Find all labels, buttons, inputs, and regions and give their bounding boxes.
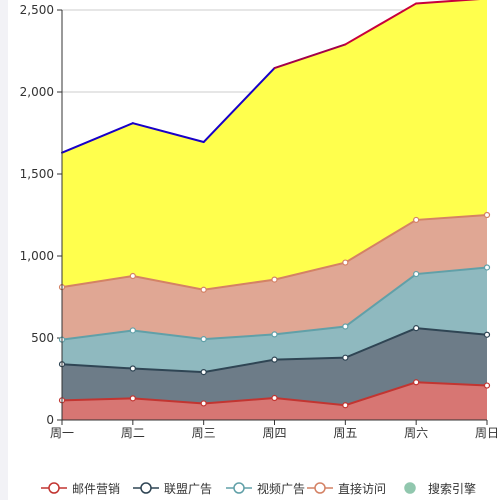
legend-label: 视频广告 bbox=[257, 481, 306, 496]
x-tick-label: 周六 bbox=[404, 426, 428, 440]
data-point bbox=[342, 354, 349, 361]
legend-label: 联盟广告 bbox=[164, 481, 213, 496]
legend-item[interactable]: 联盟广告 bbox=[132, 480, 212, 496]
series-line-segment bbox=[415, 0, 481, 5]
data-point bbox=[271, 331, 278, 338]
series-area bbox=[62, 0, 487, 290]
chart-legend: 邮件营销 联盟广告 视频广告 直接访问 搜索引擎 bbox=[0, 480, 500, 498]
data-point bbox=[483, 211, 491, 219]
x-tick-label: 周日 bbox=[475, 426, 499, 440]
series-line-segment bbox=[273, 43, 347, 70]
data-point bbox=[129, 395, 136, 402]
x-tick-label: 周二 bbox=[121, 426, 145, 440]
left-edge-bar bbox=[0, 0, 8, 500]
y-tick-label: 2,000 bbox=[20, 85, 54, 99]
data-point bbox=[129, 365, 136, 372]
legend-label: 直接访问 bbox=[338, 481, 387, 496]
legend-marker-icon bbox=[226, 482, 252, 494]
data-point bbox=[200, 336, 207, 343]
data-point bbox=[200, 369, 207, 376]
data-point bbox=[413, 216, 420, 224]
data-point bbox=[413, 325, 420, 332]
legend-item[interactable]: 视频广告 bbox=[225, 480, 305, 496]
x-tick-label: 周一 bbox=[50, 426, 74, 440]
data-point bbox=[271, 356, 278, 363]
legend-item[interactable]: 直接访问 bbox=[306, 480, 386, 496]
data-point bbox=[271, 394, 278, 402]
data-point bbox=[200, 400, 207, 407]
series-line-segment bbox=[344, 2, 418, 46]
legend-marker-icon bbox=[133, 482, 159, 494]
data-point bbox=[342, 259, 349, 266]
series-area bbox=[62, 382, 487, 420]
data-point bbox=[483, 331, 491, 338]
y-tick-label: 2,500 bbox=[20, 3, 54, 17]
legend-item[interactable]: 邮件营销 bbox=[40, 480, 120, 496]
data-point bbox=[200, 286, 207, 293]
series-line-segment bbox=[61, 122, 134, 154]
series-area bbox=[62, 328, 487, 406]
series-line-segment bbox=[131, 122, 205, 144]
data-point bbox=[483, 264, 491, 271]
y-tick-label: 1,500 bbox=[20, 167, 54, 181]
data-point bbox=[271, 276, 278, 283]
x-tick-label: 周四 bbox=[262, 426, 286, 440]
series-line-segment bbox=[202, 67, 276, 144]
data-point bbox=[129, 272, 136, 280]
legend-marker-icon bbox=[41, 482, 67, 494]
data-point bbox=[483, 382, 491, 389]
data-point bbox=[129, 327, 136, 334]
y-tick-label: 500 bbox=[31, 331, 54, 345]
data-point bbox=[413, 379, 420, 386]
data-point bbox=[413, 270, 420, 278]
legend-item[interactable]: 搜索引擎 bbox=[396, 480, 476, 496]
x-tick-label: 周三 bbox=[192, 426, 216, 440]
data-point bbox=[342, 402, 349, 409]
data-point bbox=[342, 323, 349, 330]
y-tick-label: 1,000 bbox=[20, 249, 54, 263]
series-area bbox=[62, 215, 487, 340]
legend-label: 搜索引擎 bbox=[428, 481, 477, 496]
legend-label: 邮件营销 bbox=[72, 481, 121, 496]
y-tick-label: 0 bbox=[46, 413, 54, 427]
legend-marker-icon bbox=[404, 482, 416, 494]
x-tick-label: 周五 bbox=[333, 426, 357, 440]
legend-marker-icon bbox=[307, 482, 333, 494]
series-area bbox=[62, 267, 487, 373]
